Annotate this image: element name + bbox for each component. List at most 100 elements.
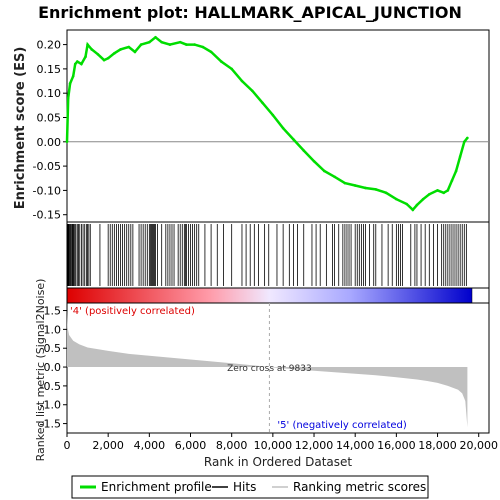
chart-title: Enrichment plot: HALLMARK_APICAL_JUNCTIO… <box>38 3 462 22</box>
es-point <box>364 186 367 190</box>
es-point <box>421 197 425 201</box>
enrichment-profile-line <box>65 35 469 212</box>
es-point <box>154 35 157 39</box>
es-point <box>201 45 205 49</box>
es-y-tick-label: -0.15 <box>33 209 61 222</box>
x-tick-label: 2,000 <box>92 439 124 452</box>
es-point <box>450 179 454 182</box>
es-point <box>220 60 223 63</box>
es-y-tick-label: -0.10 <box>33 184 61 197</box>
metric-y-tick-label: 0.0 <box>44 361 62 374</box>
es-point <box>127 45 131 49</box>
es-point <box>240 79 244 83</box>
es-point <box>75 60 79 63</box>
x-tick-label: 0 <box>64 439 71 452</box>
x-tick-label: 4,000 <box>134 439 166 452</box>
hits-area <box>66 221 490 289</box>
es-point <box>302 149 306 152</box>
es-point <box>71 74 75 78</box>
es-point <box>454 169 458 173</box>
es-point <box>73 62 77 66</box>
es-point <box>113 52 116 55</box>
es-point <box>84 55 87 59</box>
x-tick-label: 16,000 <box>377 439 416 452</box>
es-point <box>148 40 151 44</box>
es-y-tick-label: 0.20 <box>37 39 62 52</box>
hits-panel <box>66 221 490 304</box>
es-point <box>271 113 275 117</box>
es-point <box>446 189 450 192</box>
hit-markers <box>67 224 467 286</box>
es-point <box>102 58 106 62</box>
metric-y-tick-label: -1.5 <box>40 418 61 431</box>
es-point <box>230 67 233 71</box>
es-point <box>185 43 188 46</box>
x-tick-label: 8,000 <box>216 439 248 452</box>
es-point <box>292 138 295 141</box>
es-point <box>168 43 172 46</box>
metric-y-tick-label: 1.0 <box>44 323 62 336</box>
legend-metric-label: Ranking metric scores <box>293 480 426 494</box>
es-point <box>428 192 431 196</box>
metric-y-tick-label: -1.0 <box>40 399 61 412</box>
es-point <box>343 181 347 185</box>
es-point <box>119 48 122 51</box>
es-point <box>415 203 419 207</box>
es-point <box>90 48 94 51</box>
es-point <box>374 188 378 191</box>
es-y-tick-label: 0.05 <box>37 111 62 124</box>
x-tick-label: 18,000 <box>418 439 457 452</box>
es-point <box>333 175 336 179</box>
es-point <box>65 140 69 144</box>
x-tick-label: 20,000 <box>459 439 498 452</box>
metric-panel: -1.5 -1.0 -0.5 0.0 0.5 1.0 1.5 '4' (positively… <box>34 279 490 462</box>
es-y-label: Enrichment score (ES) <box>13 47 28 210</box>
positive-correlation-label: '4' (positively correlated) <box>70 306 195 317</box>
negative-correlation-label: '5' (negatively correlated) <box>277 420 406 431</box>
es-panel: -0.15 -0.10 -0.05 0.00 0.05 0.10 0.15 0.20 Enri… <box>13 29 490 223</box>
es-point <box>86 43 89 46</box>
es-y-tick-label: 0.15 <box>37 63 62 76</box>
metric-y-axis: -1.5 -1.0 -0.5 0.0 0.5 1.0 1.5 <box>40 305 67 431</box>
es-point <box>312 159 316 163</box>
metric-y-label: Ranked list metric (Signal2Noise) <box>34 279 47 462</box>
es-point <box>458 155 462 158</box>
es-y-axis: -0.15 -0.10 -0.05 0.00 0.05 0.10 0.15 0.20 <box>33 39 67 222</box>
es-point <box>395 197 398 201</box>
es-point <box>411 208 415 212</box>
es-y-tick-label: 0.00 <box>37 136 62 149</box>
x-axis-label: Rank in Ordered Dataset <box>204 455 352 469</box>
es-point <box>66 96 70 100</box>
es-point <box>209 50 213 54</box>
metric-y-tick-label: 1.5 <box>44 305 62 318</box>
es-point <box>96 53 100 56</box>
es-point <box>466 136 469 140</box>
es-point <box>80 62 83 66</box>
es-point <box>405 202 408 206</box>
es-point <box>353 184 357 187</box>
es-point <box>261 101 264 105</box>
es-point <box>323 169 326 173</box>
legend-hits-label: Hits <box>233 480 256 494</box>
es-point <box>106 56 110 60</box>
es-plot-area <box>66 29 490 223</box>
es-point <box>442 191 446 195</box>
es-y-tick-label: 0.10 <box>37 87 62 100</box>
zero-cross-label: Zero cross at 9833 <box>227 364 312 374</box>
es-point <box>436 189 439 192</box>
es-point <box>160 40 163 44</box>
es-y-tick-label: -0.05 <box>33 160 61 173</box>
es-point <box>139 43 143 46</box>
x-tick-label: 10,000 <box>254 439 293 452</box>
es-point <box>133 50 137 54</box>
rank-color-bar <box>66 287 473 304</box>
x-axis: 0 2,000 4,000 6,000 8,000 10,000 12,000 14,000 1… <box>64 433 498 452</box>
legend-enrichment-label: Enrichment profile <box>101 480 212 494</box>
es-point <box>178 40 182 44</box>
legend: Enrichment profile Hits Ranking metric s… <box>71 475 429 499</box>
es-point <box>281 126 285 130</box>
es-point <box>68 82 72 85</box>
x-tick-label: 6,000 <box>175 439 207 452</box>
es-point <box>250 89 254 93</box>
